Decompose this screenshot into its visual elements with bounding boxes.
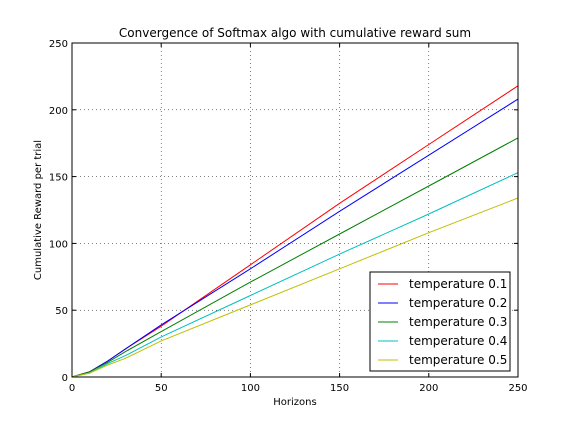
y-tick-label: 100 bbox=[49, 239, 68, 250]
axis-ticks: 0 50 100 150 200 250 0 50 100 150 200 250 bbox=[49, 39, 528, 394]
plot-area-frame bbox=[71, 42, 519, 378]
series-line-3 bbox=[71, 137, 519, 378]
y-tick-label: 200 bbox=[49, 106, 68, 117]
chart-title: Convergence of Softmax algo with cumulat… bbox=[119, 26, 471, 40]
y-tick-label: 150 bbox=[49, 173, 68, 184]
y-tick-label: 0 bbox=[62, 373, 68, 384]
legend-label-2: temperature 0.2 bbox=[409, 296, 507, 310]
y-tick-label: 50 bbox=[55, 306, 68, 317]
legend-items: temperature 0.1 temperature 0.2 temperatur… bbox=[378, 277, 507, 367]
x-axis-label: Horizons bbox=[273, 397, 316, 408]
series-line-5 bbox=[71, 197, 519, 378]
y-axis-label: Cumulative Reward per trial bbox=[33, 140, 44, 280]
x-tick-label: 50 bbox=[155, 383, 168, 394]
x-tick-label: 100 bbox=[241, 383, 260, 394]
legend-label-5: temperature 0.5 bbox=[409, 353, 507, 367]
legend-label-4: temperature 0.4 bbox=[409, 334, 507, 348]
legend: temperature 0.1 temperature 0.2 temperatur… bbox=[369, 271, 511, 372]
legend-label-3: temperature 0.3 bbox=[409, 315, 507, 329]
x-tick-label: 250 bbox=[508, 383, 527, 394]
y-tick-label: 250 bbox=[49, 39, 68, 50]
series-lines bbox=[71, 85, 519, 378]
x-tick-label: 150 bbox=[330, 383, 349, 394]
x-tick-label: 200 bbox=[419, 383, 438, 394]
legend-label-1: temperature 0.1 bbox=[409, 277, 507, 291]
x-tick-label: 0 bbox=[69, 383, 75, 394]
